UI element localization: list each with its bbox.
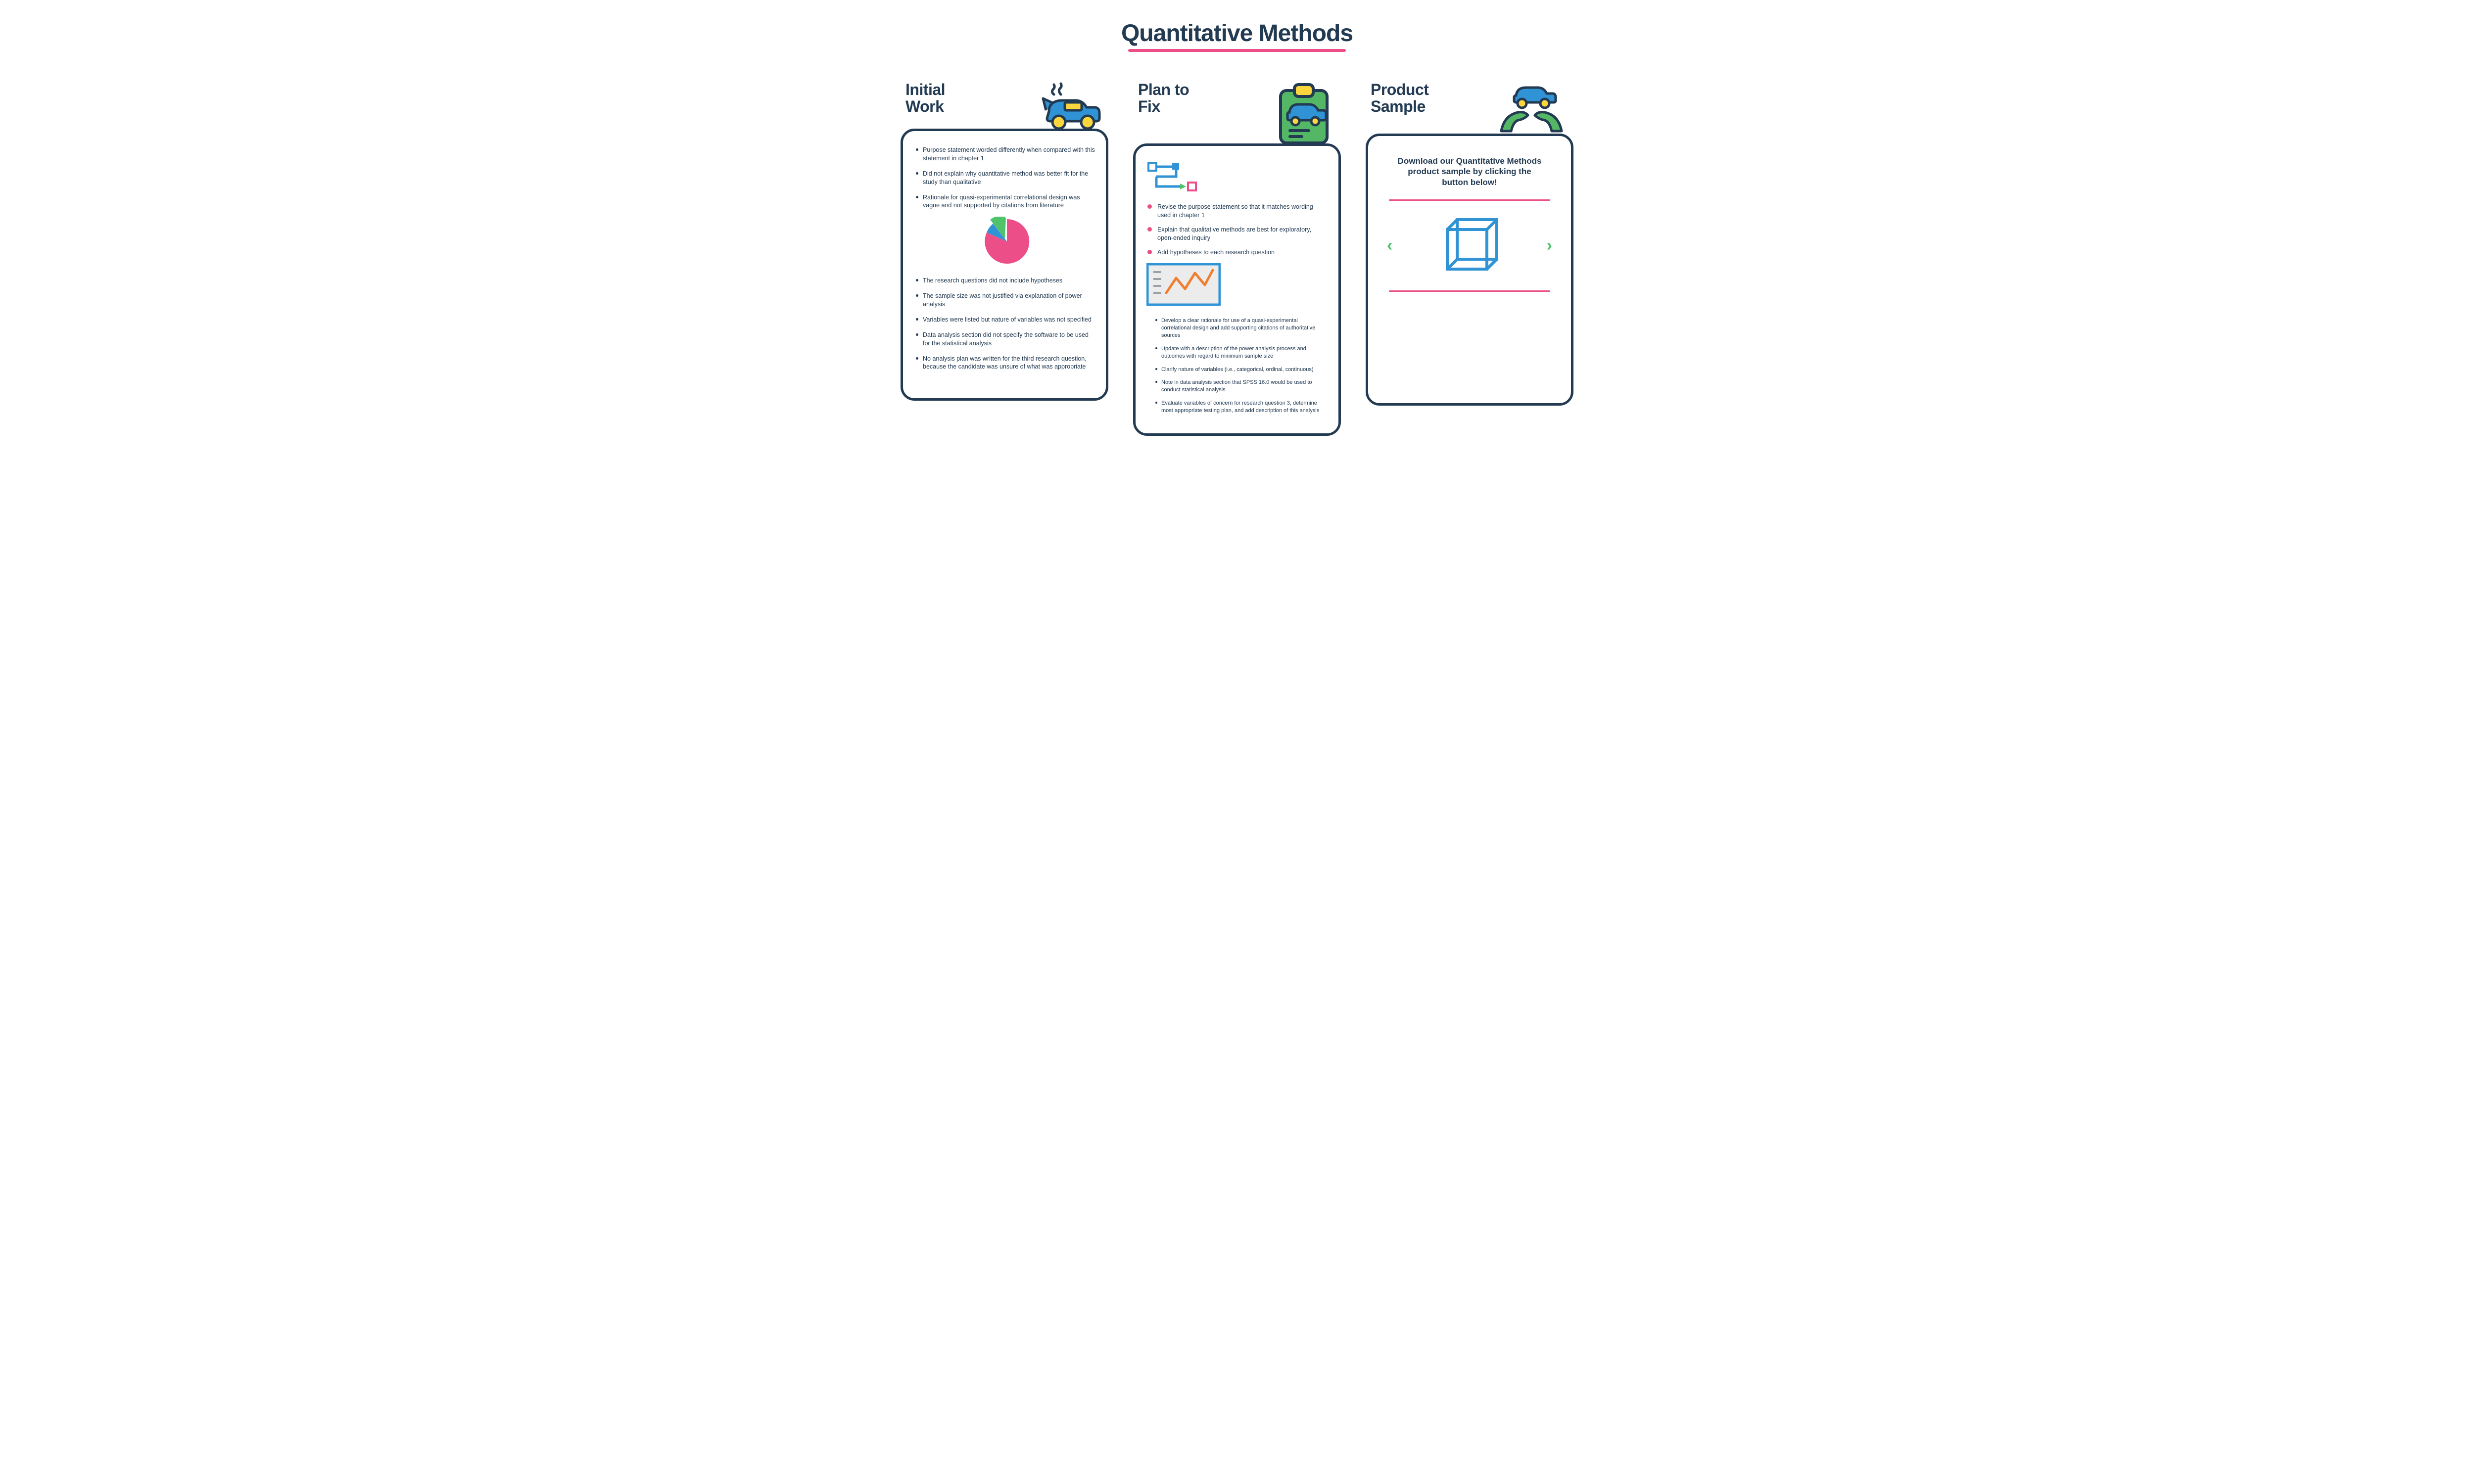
list-item: Clarify nature of variables (i.e., categ…	[1153, 366, 1328, 373]
clipboard-car-icon	[1272, 82, 1336, 148]
column-product-sample: Product Sample Download our Quantitative…	[1366, 82, 1573, 406]
column-plan-to-fix: Plan to Fix	[1133, 82, 1341, 436]
panel-product: Download our Quantitative Methods produc…	[1366, 134, 1573, 406]
list-item: No analysis plan was written for the thi…	[914, 355, 1095, 371]
list-item: Evaluate variables of concern for resear…	[1153, 400, 1328, 415]
col-title-product: Product Sample	[1371, 82, 1428, 115]
initial-bottom-list: The research questions did not include h…	[914, 277, 1095, 371]
page-title: Quantitative Methods	[30, 20, 2444, 47]
line-chart-icon	[1146, 263, 1221, 308]
list-item: Revise the purpose statement so that it …	[1146, 203, 1328, 220]
chevron-right-icon[interactable]: ›	[1544, 236, 1555, 255]
chevron-left-icon[interactable]: ‹	[1384, 236, 1395, 255]
list-item: The research questions did not include h…	[914, 277, 1095, 285]
pie-chart-icon	[914, 217, 1095, 269]
list-item: Rationale for quasi-experimental correla…	[914, 193, 1095, 210]
download-text: Download our Quantitative Methods produc…	[1379, 151, 1560, 195]
divider-bottom	[1389, 290, 1550, 292]
list-item: Purpose statement worded differently whe…	[914, 146, 1095, 163]
list-item: Variables were listed but nature of vari…	[914, 316, 1095, 324]
list-item: The sample size was not justified via ex…	[914, 292, 1095, 309]
list-item: Develop a clear rationale for use of a q…	[1153, 317, 1328, 339]
col-title-plan: Plan to Fix	[1138, 82, 1189, 115]
list-item: Data analysis section did not specify th…	[914, 331, 1095, 348]
plan-red-list: Revise the purpose statement so that it …	[1146, 203, 1328, 256]
list-item: Note in data analysis section that SPSS …	[1153, 379, 1328, 394]
flowchart-icon	[1146, 161, 1328, 198]
columns-container: Initial Work Purpose statement	[30, 82, 2444, 436]
initial-top-list: Purpose statement worded differently whe…	[914, 146, 1095, 210]
cube-icon[interactable]	[1437, 215, 1502, 277]
hands-car-icon	[1494, 82, 1569, 139]
column-initial-work: Initial Work Purpose statement	[901, 82, 1108, 401]
title-underline	[1128, 49, 1346, 52]
panel-plan: Revise the purpose statement so that it …	[1133, 143, 1341, 436]
list-item: Did not explain why quantitative method …	[914, 170, 1095, 186]
col-title-initial: Initial Work	[905, 82, 945, 115]
list-item: Explain that qualitative methods are bes…	[1146, 226, 1328, 242]
plan-small-list: Develop a clear rationale for use of a q…	[1146, 317, 1328, 414]
list-item: Add hypotheses to each research question	[1146, 248, 1328, 257]
panel-initial: Purpose statement worded differently whe…	[901, 129, 1108, 401]
carousel: ‹ ›	[1379, 205, 1560, 286]
car-broken-icon	[1034, 82, 1103, 134]
list-item: Update with a description of the power a…	[1153, 345, 1328, 360]
divider-top	[1389, 199, 1550, 201]
